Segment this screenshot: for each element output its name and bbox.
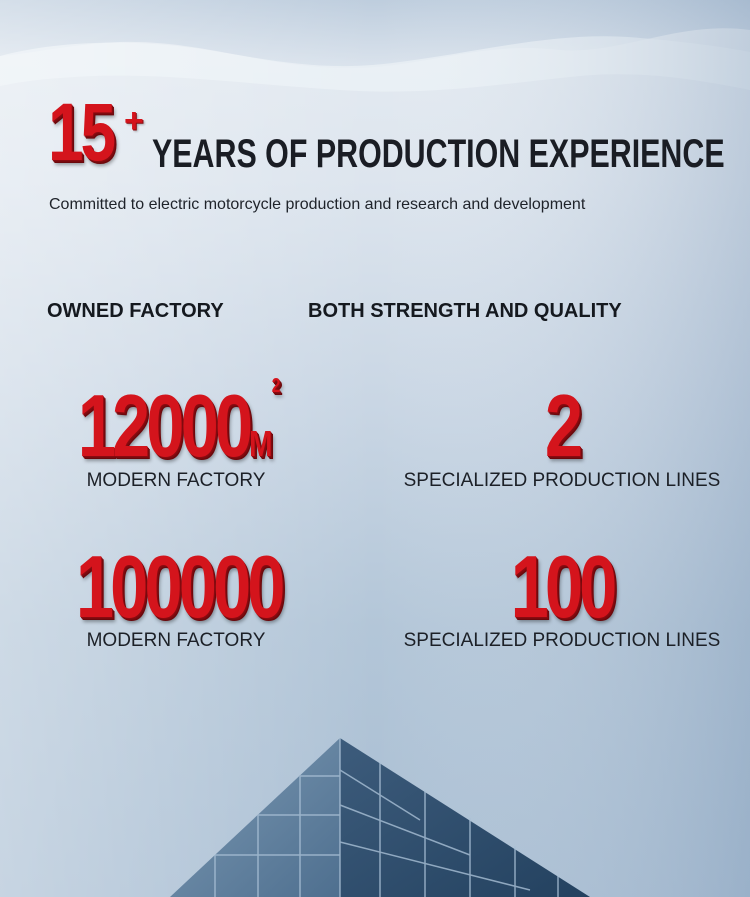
hero-years-number: 15	[48, 87, 116, 178]
owned-factory-heading: OWNED FACTORY	[47, 300, 224, 322]
strength-quality-heading: BOTH STRENGTH AND QUALITY	[308, 300, 622, 322]
hero-title: YEARS OF PRODUCTION EXPERIENCE	[152, 132, 725, 176]
hero-plus-sign: +	[124, 102, 144, 140]
stat-production-lines-label: SPECIALIZED PRODUCTION LINES	[403, 470, 721, 491]
stat-lines-count-value: 100	[510, 537, 618, 636]
stat-lines-count-label: SPECIALIZED PRODUCTION LINES	[403, 630, 721, 651]
stat-production-lines-value: 2	[544, 376, 583, 475]
unit-m: M	[249, 423, 272, 464]
hero-subtitle: Committed to electric motorcycle product…	[49, 196, 586, 213]
stat-factory-area-unit: M2	[249, 376, 280, 464]
stat-capacity-label: MODERN FACTORY	[86, 630, 266, 651]
stat-factory-area-value: 12000M2	[50, 376, 307, 470]
unit-superscript: 2	[271, 375, 281, 397]
stat-capacity-value: 100000	[75, 537, 286, 636]
stat-factory-area-number: 12000	[77, 376, 253, 475]
stat-factory-area-label: MODERN FACTORY	[86, 470, 266, 491]
